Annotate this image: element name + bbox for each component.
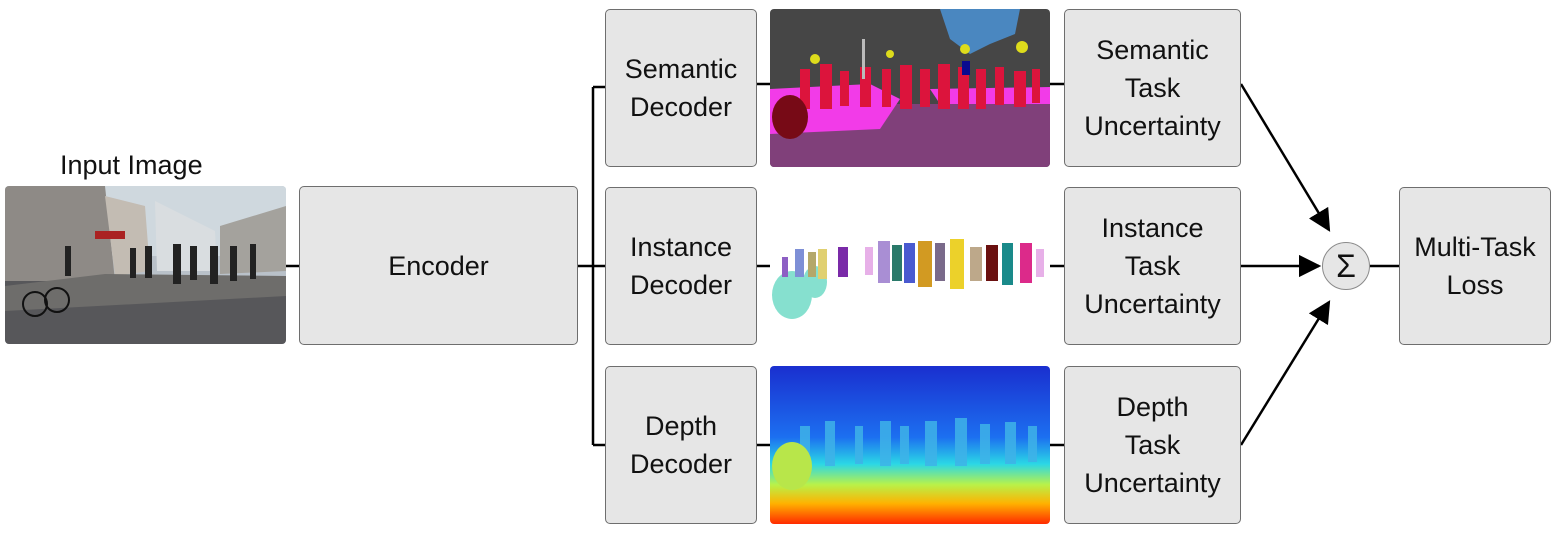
depth-map-image — [770, 366, 1050, 524]
instance-segmentation-image — [770, 187, 1050, 345]
semantic-uncertainty-box: Semantic Task Uncertainty — [1064, 9, 1241, 167]
semantic-decoder-line1: Semantic — [624, 54, 738, 84]
sum-node: Σ — [1322, 242, 1370, 290]
semantic-uncertainty-line2: Task — [1124, 73, 1181, 103]
semantic-decoder-box: Semantic Decoder — [605, 9, 757, 167]
instance-uncertainty-box: Instance Task Uncertainty — [1064, 187, 1241, 345]
encoder-box: Encoder — [299, 186, 578, 345]
instance-uncertainty-line3: Uncertainty — [1084, 289, 1221, 319]
semantic-segmentation-image — [770, 9, 1050, 167]
instance-uncertainty-line1: Instance — [1101, 213, 1204, 243]
depth-uncertainty-box: Depth Task Uncertainty — [1064, 366, 1241, 524]
depth-decoder-box: Depth Decoder — [605, 366, 757, 524]
instance-decoder-line1: Instance — [629, 232, 733, 262]
input-street-image — [5, 186, 286, 344]
input-image-label: Input Image — [60, 150, 203, 180]
instance-decoder-line2: Decoder — [629, 270, 733, 300]
depth-to-sum-arrow — [1239, 300, 1331, 446]
semantic-uncertainty-line3: Uncertainty — [1084, 111, 1221, 141]
instance-decoder-box: Instance Decoder — [605, 187, 757, 345]
loss-line2: Loss — [1446, 270, 1504, 300]
depth-decoder-line1: Depth — [644, 411, 718, 441]
depth-uncertainty-line1: Depth — [1116, 392, 1189, 422]
semantic-decoder-line2: Decoder — [629, 92, 733, 122]
depth-uncertainty-line2: Task — [1124, 430, 1181, 460]
sigma-symbol: Σ — [1336, 247, 1356, 284]
loss-line1: Multi-Task — [1414, 232, 1536, 262]
depth-uncertainty-line3: Uncertainty — [1084, 468, 1221, 498]
instance-uncertainty-line2: Task — [1124, 251, 1181, 281]
multi-task-loss-box: Multi-Task Loss — [1399, 187, 1551, 345]
semantic-uncertainty-line1: Semantic — [1096, 35, 1209, 65]
encoder-label: Encoder — [388, 250, 489, 281]
depth-decoder-line2: Decoder — [629, 449, 733, 479]
semantic-to-sum-arrow — [1239, 83, 1331, 232]
